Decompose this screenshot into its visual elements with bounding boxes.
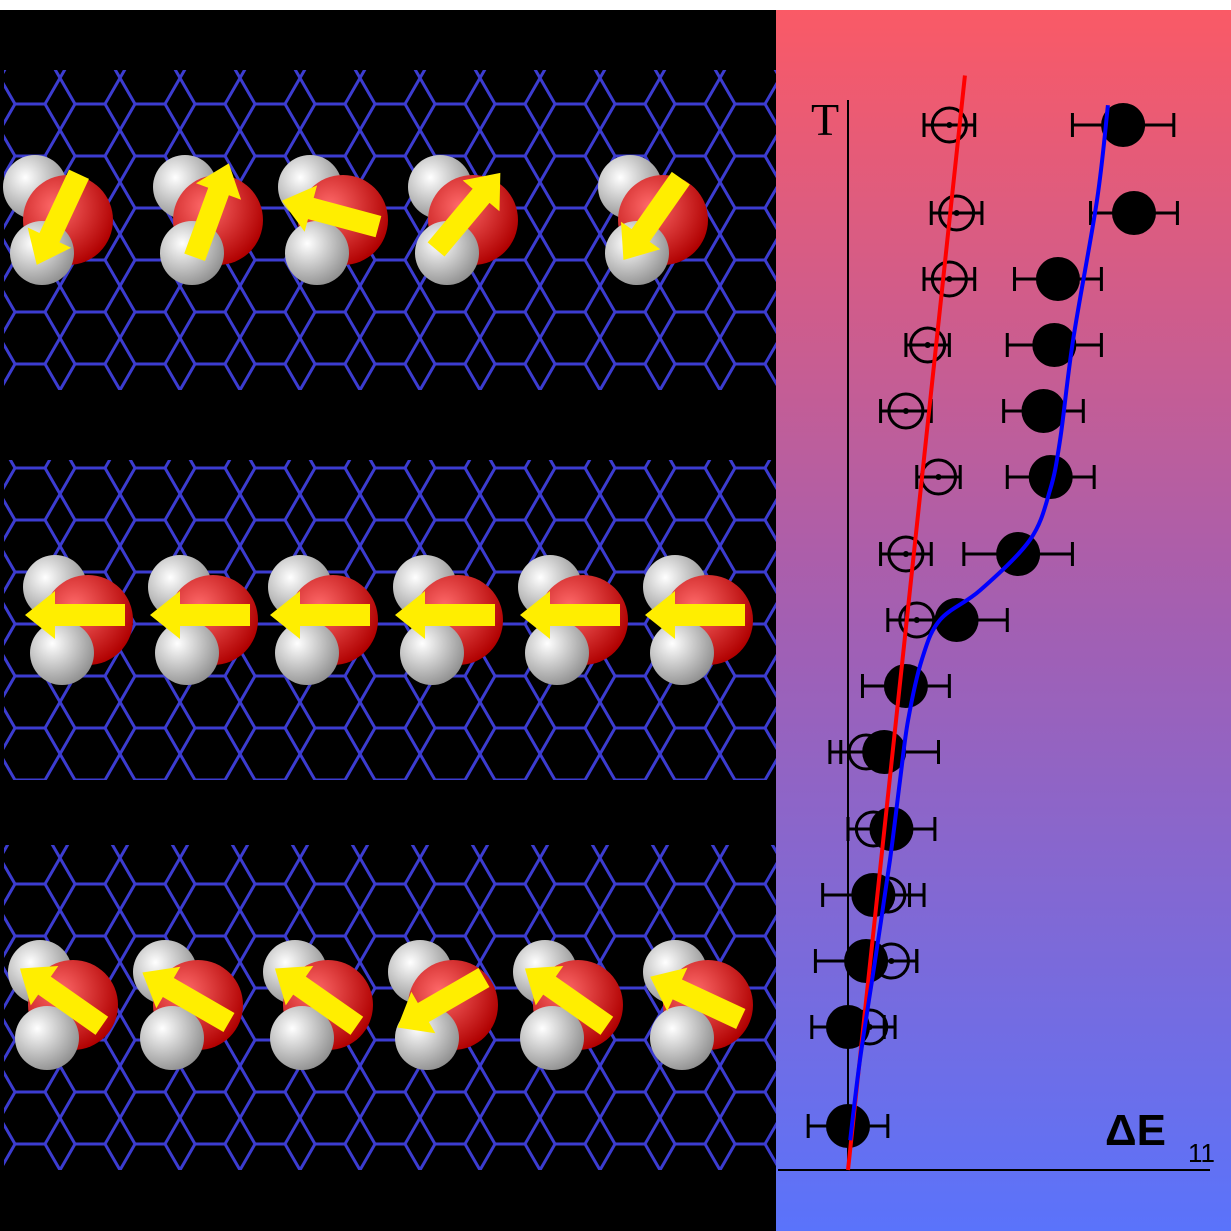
hydrogen xyxy=(30,621,94,685)
open-point-dot xyxy=(946,276,952,282)
x-axis-label: ΔE xyxy=(1105,1106,1166,1155)
hydrogen xyxy=(650,1006,714,1070)
hydrogen xyxy=(400,621,464,685)
hydrogen xyxy=(525,621,589,685)
filled-point xyxy=(1112,191,1156,235)
open-point-dot xyxy=(903,408,909,414)
open-point-dot xyxy=(914,617,920,623)
hydrogen xyxy=(155,621,219,685)
open-point-dot xyxy=(925,342,931,348)
filled-point xyxy=(1021,389,1065,433)
hydrogen xyxy=(140,1006,204,1070)
open-point-dot xyxy=(954,210,960,216)
open-point-dot xyxy=(867,1024,873,1030)
open-point-dot xyxy=(863,749,869,755)
filled-point xyxy=(884,664,928,708)
filled-point xyxy=(826,1104,870,1148)
filled-point xyxy=(1036,257,1080,301)
open-point-dot xyxy=(936,474,942,480)
x-axis-label-subscript: 11 xyxy=(1188,1138,1215,1168)
open-point-dot xyxy=(946,122,952,128)
figure: T ΔE 11 xyxy=(0,0,1231,1231)
page: T ΔE 11 (() => { const data = JSON.parse… xyxy=(0,0,1231,1231)
open-point-dot xyxy=(903,551,909,557)
hydrogen xyxy=(285,221,349,285)
open-point-dot xyxy=(870,826,876,832)
hydrogen xyxy=(650,621,714,685)
y-axis-label: T xyxy=(811,94,839,145)
nanotube xyxy=(4,845,776,1170)
open-point-dot xyxy=(888,958,894,964)
hydrogen xyxy=(275,621,339,685)
